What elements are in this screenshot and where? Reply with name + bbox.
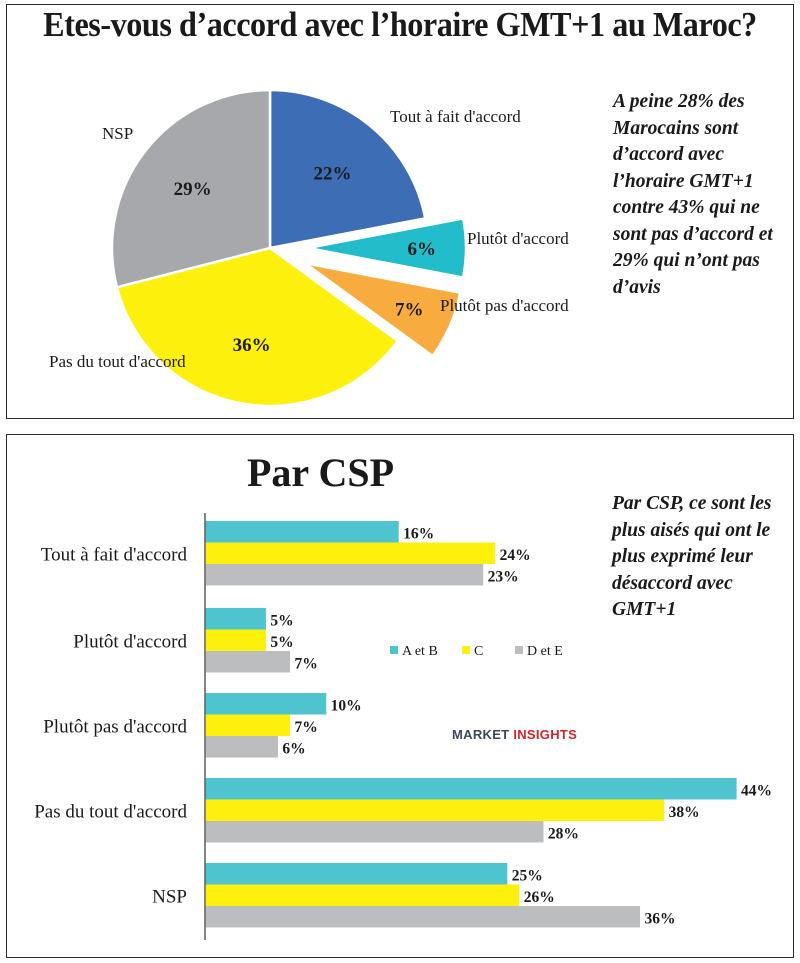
pie-commentary: A peine 28% des Marocains sont d’accord … — [613, 91, 773, 298]
bar-value-label-c-plutot-d-accord: 5% — [270, 634, 293, 651]
bar-d-et-e-tout-a-fait-d-accord — [205, 564, 484, 586]
bar-c-tout-a-fait-d-accord — [205, 542, 496, 564]
bar-chart-title: Par CSP — [247, 450, 395, 495]
y-tick-label-nsp: NSP — [152, 886, 187, 907]
y-tick-label-plutot-pas-d-accord: Plutôt pas d'accord — [43, 716, 187, 737]
bar-value-label-d-et-e-pas-du-tout-d-accord: 28% — [548, 826, 579, 843]
bar-a-et-b-pas-du-tout-d-accord — [205, 778, 737, 800]
bar-commentary: Par CSP, ce sont les plus aisés qui ont … — [612, 493, 772, 620]
y-tick-label-tout-a-fait-d-accord: Tout à fait d'accord — [41, 544, 188, 565]
pie-value-label-tout-a-fait-d-accord: 22% — [313, 164, 351, 185]
pie-slice-plutot-d-accord — [307, 216, 468, 280]
pie-category-label-tout-a-fait-d-accord: Tout à fait d'accord — [390, 107, 521, 126]
pie-category-label-plutot-pas-d-accord: Plutôt pas d'accord — [440, 296, 569, 315]
bar-value-label-c-plutot-pas-d-accord: 7% — [294, 719, 317, 736]
pie-value-label-nsp: 29% — [174, 179, 212, 200]
legend-swatch-c — [462, 646, 470, 654]
pie-chart: 22% Tout à fait d'accord 6% Plutôt d'accord… — [49, 88, 569, 408]
pie-slice-nsp — [110, 88, 272, 289]
bar-value-label-a-et-b-pas-du-tout-d-accord: 44% — [741, 783, 772, 800]
bar-value-label-d-et-e-nsp: 36% — [644, 911, 675, 928]
legend-swatch-a-et-b — [390, 646, 398, 654]
bar-value-label-a-et-b-nsp: 25% — [512, 868, 543, 885]
pie-value-label-pas-du-tout-d-accord: 36% — [233, 335, 271, 356]
bar-d-et-e-plutot-pas-d-accord — [205, 736, 279, 758]
bar-value-label-c-pas-du-tout-d-accord: 38% — [669, 804, 700, 821]
y-tick-label-plutot-d-accord: Plutôt d'accord — [73, 631, 187, 652]
bar-d-et-e-plutot-d-accord — [205, 651, 291, 673]
bar-value-label-a-et-b-tout-a-fait-d-accord: 16% — [403, 526, 434, 543]
bar-value-label-c-nsp: 26% — [524, 889, 555, 906]
bar-chart: Tout à fait d'accord 16% 24% 23% Plutôt d'ac… — [34, 513, 772, 940]
pie-category-label-nsp: NSP — [102, 124, 133, 143]
bar-c-plutot-pas-d-accord — [205, 714, 291, 736]
legend-label-c: C — [474, 644, 483, 659]
bar-value-label-c-tout-a-fait-d-accord: 24% — [500, 547, 531, 564]
pie-category-label-pas-du-tout-d-accord: Pas du tout d'accord — [49, 352, 186, 371]
pie-slice-tout-a-fait-d-accord — [268, 88, 427, 250]
bar-a-et-b-plutot-d-accord — [205, 608, 266, 630]
bar-c-pas-du-tout-d-accord — [205, 799, 665, 821]
bar-c-plutot-d-accord — [205, 629, 266, 651]
bar-a-et-b-tout-a-fait-d-accord — [205, 521, 399, 543]
market-insights-logo: MARKET INSIGHTS — [452, 727, 577, 742]
legend-swatch-d-et-e — [515, 646, 523, 654]
bar-d-et-e-nsp — [205, 906, 641, 928]
pie-chart-title: Etes-vous d’accord avec l’horaire GMT+1 … — [43, 5, 757, 44]
bar-value-label-d-et-e-plutot-d-accord: 7% — [294, 656, 317, 673]
bar-a-et-b-plutot-pas-d-accord — [205, 693, 327, 715]
legend-label-d-et-e: D et E — [527, 644, 563, 659]
bar-value-label-d-et-e-tout-a-fait-d-accord: 23% — [488, 569, 519, 586]
bar-value-label-d-et-e-plutot-pas-d-accord: 6% — [282, 741, 305, 758]
pie-value-label-plutot-pas-d-accord: 7% — [395, 299, 424, 320]
legend-label-a-et-b: A et B — [402, 644, 438, 659]
pie-panel: Etes-vous d’accord avec l’horaire GMT+1 … — [6, 4, 794, 419]
pie-value-label-plutot-d-accord: 6% — [408, 239, 437, 260]
logo-part-insights: INSIGHTS — [513, 727, 578, 742]
pie-category-label-plutot-d-accord: Plutôt d'accord — [467, 229, 569, 248]
logo-part-market: MARKET — [452, 727, 514, 742]
bar-d-et-e-pas-du-tout-d-accord — [205, 821, 544, 843]
bar-value-label-a-et-b-plutot-d-accord: 5% — [270, 613, 293, 630]
bar-value-label-a-et-b-plutot-pas-d-accord: 10% — [331, 698, 362, 715]
bar-panel: Par CSP Tout à fait d'accord 16% 24% 23% Plu… — [6, 434, 794, 958]
bar-a-et-b-nsp — [205, 863, 508, 885]
pie-slice-plutot-pas-d-accord — [304, 261, 462, 358]
bar-c-nsp — [205, 884, 520, 906]
y-tick-label-pas-du-tout-d-accord: Pas du tout d'accord — [34, 801, 187, 822]
pie-slice-pas-du-tout-d-accord — [115, 246, 400, 408]
